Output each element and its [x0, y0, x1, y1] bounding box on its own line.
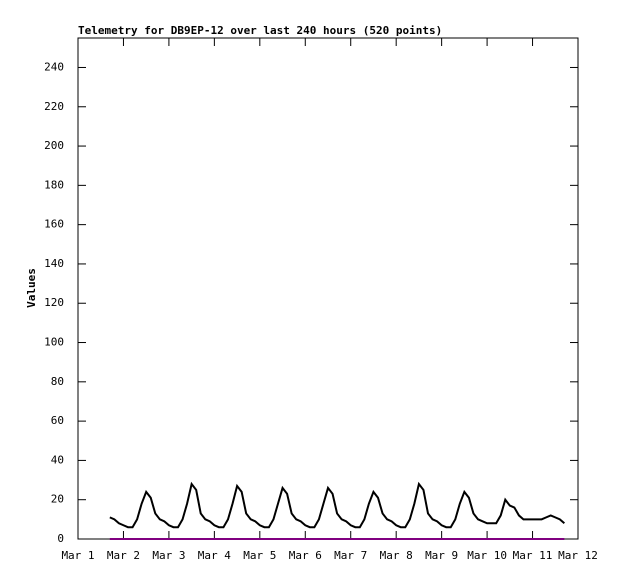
y-tick-label: 60	[51, 414, 64, 427]
plot-frame	[77, 37, 579, 540]
x-tick-label: Mar 4	[198, 549, 231, 562]
x-tick-label: Mar 3	[152, 549, 185, 562]
x-tick-label: Mar 7	[334, 549, 367, 562]
y-tick-label: 100	[44, 336, 64, 349]
y-tick-label: 40	[51, 453, 64, 466]
y-tick-label: 160	[44, 218, 64, 231]
x-tick-label: Mar 11	[513, 549, 553, 562]
chart-title: Telemetry for DB9EP-12 over last 240 hou…	[78, 24, 442, 37]
y-tick-label: 220	[44, 100, 64, 113]
x-tick-label: Mar 6	[289, 549, 322, 562]
y-tick-label: 120	[44, 296, 64, 309]
x-tick-label: Mar 12	[558, 549, 598, 562]
x-tick-label: Mar 9	[425, 549, 458, 562]
y-tick-label: 0	[57, 532, 64, 545]
y-tick-label: 20	[51, 493, 64, 506]
y-axis-label: Values	[25, 268, 38, 308]
x-tick-label: Mar 8	[380, 549, 413, 562]
x-tick-label: Mar 1	[61, 549, 94, 562]
y-tick-label: 240	[44, 60, 64, 73]
x-tick-label: Mar 2	[107, 549, 140, 562]
x-tick-label: Mar 10	[467, 549, 507, 562]
y-tick-label: 140	[44, 257, 64, 270]
series-line	[109, 481, 566, 529]
y-tick-label: 200	[44, 139, 64, 152]
y-tick-label: 80	[51, 375, 64, 388]
y-tick-label: 180	[44, 178, 64, 191]
x-tick-label: Mar 5	[243, 549, 276, 562]
